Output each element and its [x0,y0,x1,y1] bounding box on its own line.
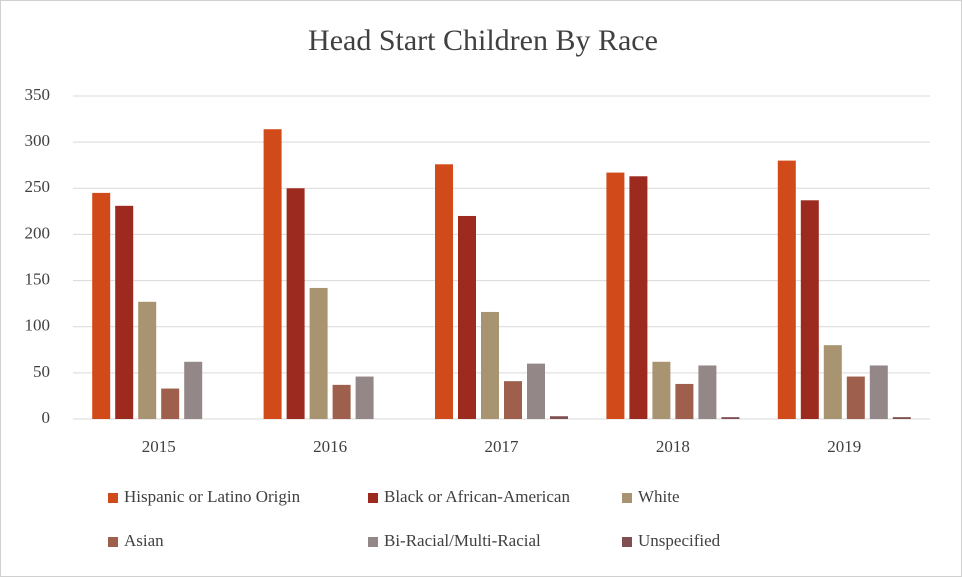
bar [355,376,374,419]
bar [721,417,740,419]
legend-label: Unspecified [638,531,721,550]
bar [698,365,717,419]
bar [309,287,328,419]
y-tick-label: 350 [25,85,51,104]
bar [458,215,476,419]
bar [652,361,671,419]
bar [800,200,819,419]
bar [629,176,648,419]
bar [138,301,157,419]
y-tick-label: 150 [25,269,51,288]
x-tick-label: 2016 [313,437,347,456]
chart-title: Head Start Children By Race [308,24,658,57]
bar [527,363,545,419]
bar [869,365,888,419]
bar [777,160,796,419]
bar [675,383,694,419]
legend-swatch [622,537,632,547]
bar [184,361,203,419]
legend-label: Black or African-American [384,487,570,506]
legend-label: Asian [124,531,164,550]
bar [846,376,865,419]
x-tick-label: 2017 [485,437,520,456]
x-tick-label: 2015 [142,437,176,456]
legend-label: Hispanic or Latino Origin [124,487,301,506]
bar [823,345,842,419]
bar [161,388,180,419]
bar [286,188,305,419]
legend-label: Bi-Racial/Multi-Racial [384,531,541,550]
bar [606,172,625,419]
bar [550,416,568,419]
y-tick-label: 200 [25,223,51,242]
legend-swatch [108,537,118,547]
bar [504,381,522,419]
legend-swatch [108,493,118,503]
legend-swatch [368,537,378,547]
bar [332,384,351,419]
legend-label: White [638,487,680,506]
y-tick-label: 250 [25,177,51,196]
legend-swatch [622,493,632,503]
x-tick-label: 2018 [656,437,690,456]
bar [435,164,453,419]
y-tick-label: 0 [42,408,51,427]
bar [115,205,134,419]
legend-swatch [368,493,378,503]
y-tick-label: 300 [25,131,51,150]
y-tick-label: 100 [25,316,51,335]
x-tick-label: 2019 [827,437,861,456]
bar [892,417,911,419]
y-tick-label: 50 [33,362,50,381]
bar [481,311,499,419]
bar [263,129,282,420]
bar [92,192,111,419]
